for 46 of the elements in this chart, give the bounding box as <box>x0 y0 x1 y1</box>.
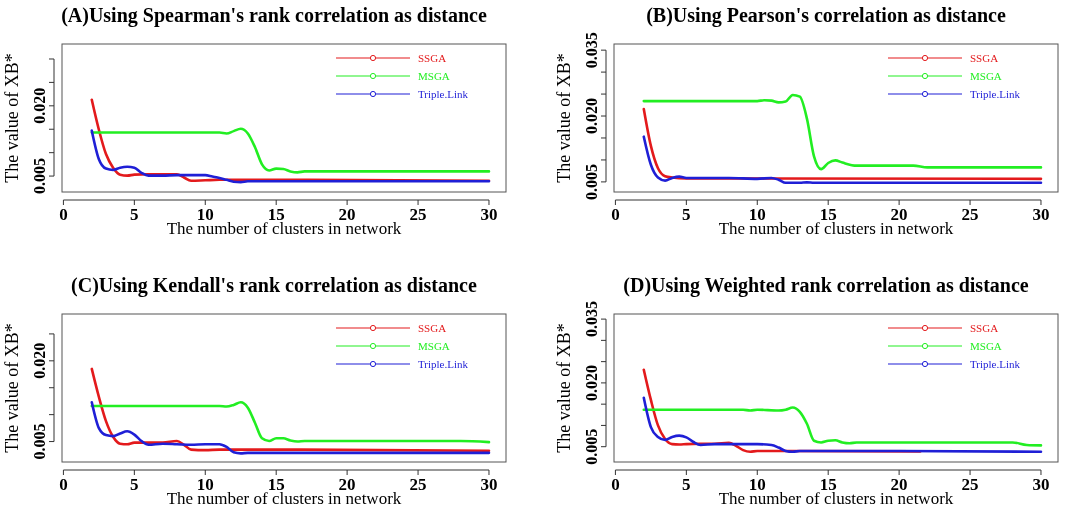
x-tick-label: 25 <box>409 475 427 494</box>
x-tick-label: 5 <box>682 205 691 224</box>
x-tick-label: 0 <box>59 475 68 494</box>
legend-label: MSGA <box>418 340 450 352</box>
x-tick-label: 30 <box>480 205 498 224</box>
legend-label: Triple.Link <box>418 358 469 370</box>
y-tick-label: 0.005 <box>583 163 600 200</box>
y-tick-label: 0.005 <box>31 158 48 195</box>
chart-title: (A)Using Spearman's rank correlation as distance <box>61 4 487 27</box>
y-tick-label: 0.020 <box>583 364 600 401</box>
legend-label: SSGA <box>418 322 447 334</box>
y-tick-label: 0.020 <box>31 342 48 379</box>
y-axis-title: The value of XB* <box>2 53 22 183</box>
chart-title: (D)Using Weighted rank correlation as distance <box>623 274 1029 297</box>
y-tick-label: 0.005 <box>583 428 600 465</box>
y-tick-label: 0.035 <box>583 301 600 338</box>
x-tick-label: 25 <box>961 205 979 224</box>
x-tick-label: 5 <box>130 475 139 494</box>
y-tick-label: 0.035 <box>583 32 600 69</box>
chart-title: (C)Using Kendall's rank correlation as distance <box>71 274 477 297</box>
x-tick-label: 0 <box>611 475 620 494</box>
legend-label: MSGA <box>418 70 450 82</box>
x-tick-label: 30 <box>1032 475 1050 494</box>
legend-label: SSGA <box>970 322 999 334</box>
legend-label: MSGA <box>970 70 1002 82</box>
legend-label: Triple.Link <box>418 88 469 100</box>
x-tick-label: 30 <box>1032 205 1050 224</box>
y-tick-label: 0.020 <box>31 87 48 124</box>
legend-label: Triple.Link <box>970 358 1021 370</box>
y-axis-title: The value of XB* <box>554 323 574 453</box>
x-tick-label: 0 <box>59 205 68 224</box>
legend-label: Triple.Link <box>970 88 1021 100</box>
legend-label: SSGA <box>418 52 447 64</box>
y-axis-title: The value of XB* <box>554 53 574 183</box>
legend-label: MSGA <box>970 340 1002 352</box>
y-tick-label: 0.020 <box>583 98 600 135</box>
x-tick-label: 25 <box>961 475 979 494</box>
y-axis-title: The value of XB* <box>2 323 22 453</box>
x-tick-label: 5 <box>682 475 691 494</box>
x-tick-label: 0 <box>611 205 620 224</box>
x-tick-label: 5 <box>130 205 139 224</box>
x-tick-label: 25 <box>409 205 427 224</box>
legend-label: SSGA <box>970 52 999 64</box>
y-tick-label: 0.005 <box>31 423 48 460</box>
chart-title: (B)Using Pearson's correlation as distance <box>646 4 1006 27</box>
x-tick-label: 30 <box>480 475 498 494</box>
